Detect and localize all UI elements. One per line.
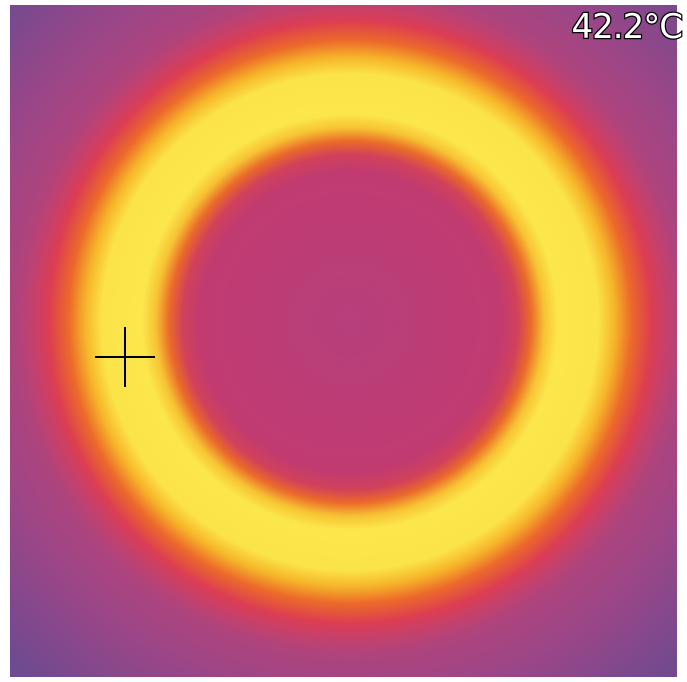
temperature-reading: 42.2°C	[572, 7, 682, 47]
page: 42.2°C (() => { const data = JSON.parse(…	[0, 0, 687, 682]
thermal-view: 42.2°C	[0, 0, 687, 682]
thermal-ring	[10, 5, 677, 677]
